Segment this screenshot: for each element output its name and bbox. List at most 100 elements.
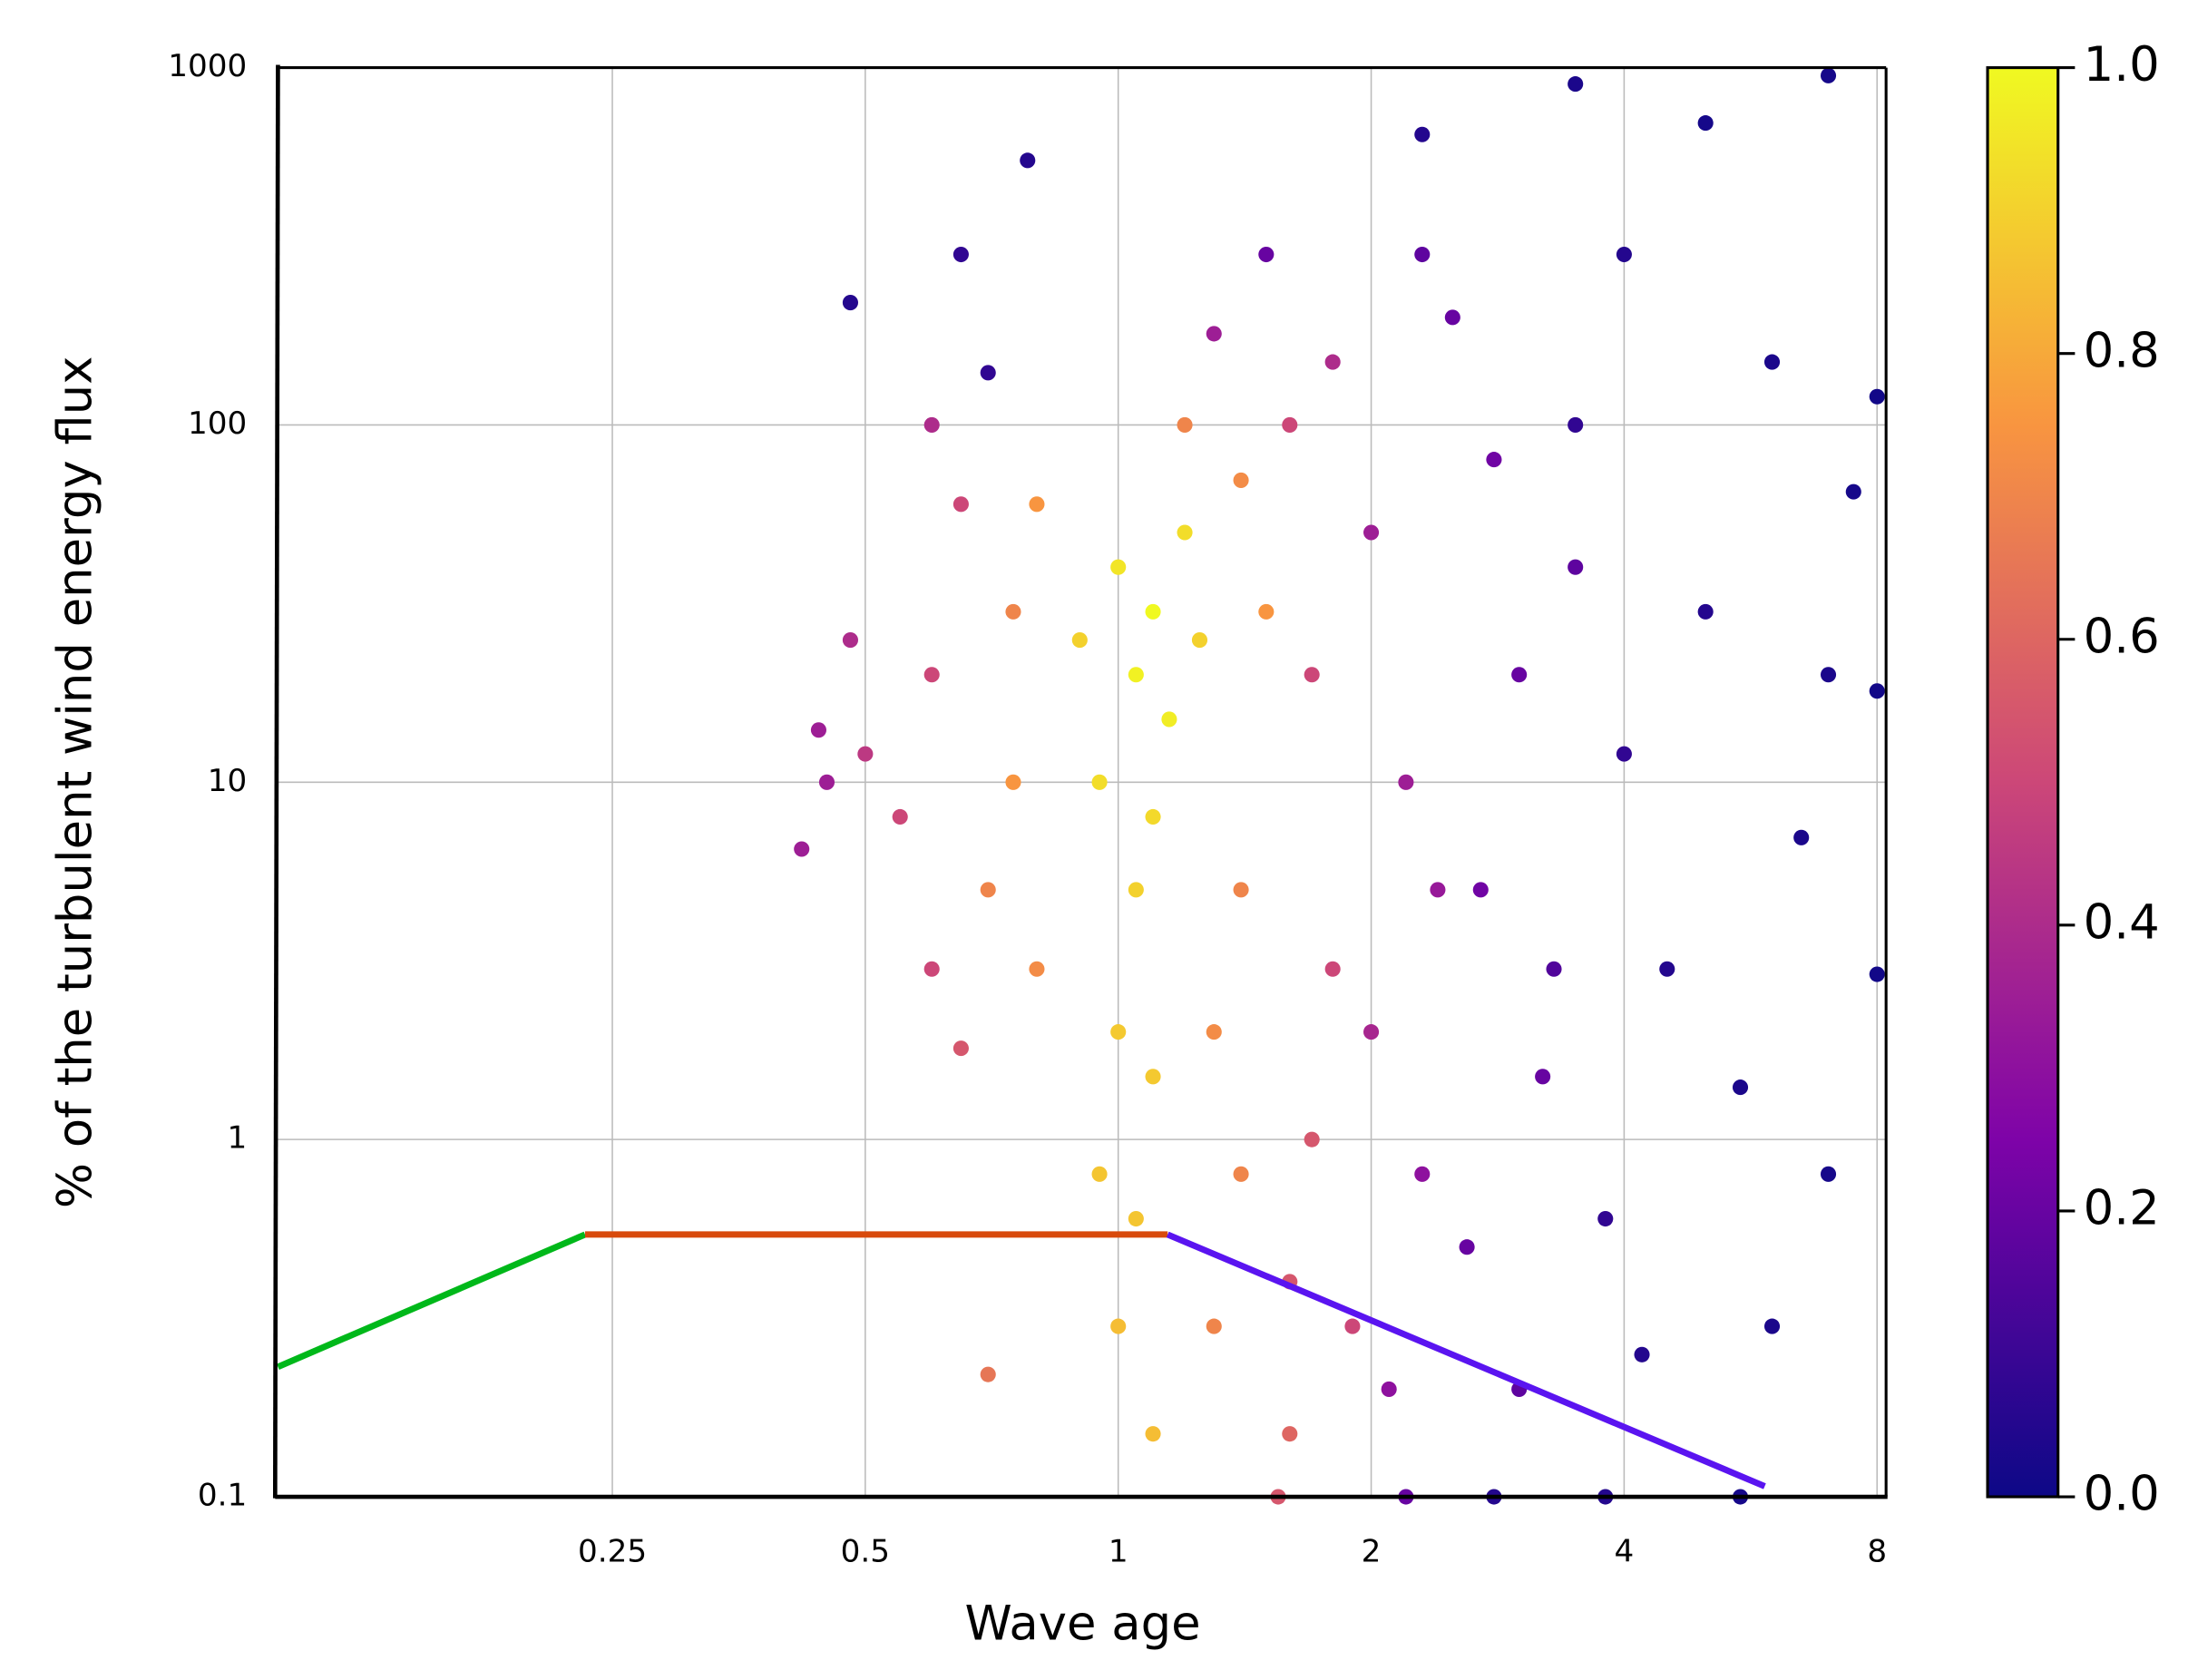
scatter-point bbox=[818, 774, 835, 790]
scatter-point bbox=[1414, 246, 1431, 263]
scatter-point bbox=[1282, 416, 1298, 433]
scatter-point bbox=[1869, 388, 1885, 405]
scatter-point bbox=[1177, 416, 1193, 433]
scatter-point bbox=[1110, 559, 1127, 575]
scatter-point bbox=[1732, 1079, 1749, 1096]
scatter-point bbox=[1110, 1318, 1127, 1334]
scatter-point bbox=[1110, 1024, 1127, 1040]
scatter-point bbox=[1535, 1069, 1551, 1085]
colorbar-tick-label: 0.8 bbox=[2084, 323, 2160, 378]
scatter-point bbox=[1414, 1166, 1431, 1182]
scatter-point bbox=[1568, 76, 1584, 93]
scatter-point bbox=[1763, 354, 1781, 370]
scatter-point bbox=[1793, 829, 1810, 845]
scatter-point bbox=[1233, 1166, 1249, 1182]
scatter-point bbox=[1304, 1131, 1320, 1148]
scatter-point bbox=[1820, 67, 1837, 83]
scatter-point bbox=[1845, 483, 1861, 500]
reference-line bbox=[1166, 1231, 1766, 1490]
y-tick-label: 100 bbox=[188, 405, 247, 442]
scatter-point bbox=[1258, 603, 1275, 620]
scatter-point bbox=[1697, 115, 1714, 132]
scatter-point bbox=[1414, 126, 1431, 142]
colorbar-tick-label: 0.4 bbox=[2084, 894, 2160, 950]
y-tick-label: 1 bbox=[227, 1120, 247, 1157]
scatter-point bbox=[842, 632, 858, 649]
scatter-point bbox=[1091, 1166, 1108, 1182]
scatter-point bbox=[1616, 746, 1632, 762]
scatter-point bbox=[1820, 1166, 1837, 1182]
scatter-point bbox=[952, 246, 969, 263]
scatter-point bbox=[1145, 603, 1161, 620]
scatter-point bbox=[1128, 667, 1144, 683]
x-tick-label: 4 bbox=[1615, 1534, 1635, 1570]
scatter-point bbox=[923, 961, 940, 977]
y-tick-label: 10 bbox=[208, 763, 247, 799]
scatter-point bbox=[1820, 667, 1837, 683]
scatter-point bbox=[1472, 882, 1489, 898]
scatter-point bbox=[1145, 1069, 1161, 1085]
scatter-point bbox=[892, 808, 908, 825]
colorbar bbox=[1986, 66, 2060, 1499]
x-axis-label: Wave age bbox=[965, 1597, 1201, 1652]
scatter-point bbox=[1145, 808, 1161, 825]
x-tick-label: 2 bbox=[1362, 1534, 1382, 1570]
y-tick-label: 1000 bbox=[168, 48, 247, 84]
scatter-point bbox=[1568, 416, 1584, 433]
scatter-point bbox=[1430, 882, 1446, 898]
scatter-point bbox=[1381, 1381, 1397, 1398]
scatter-point bbox=[952, 1040, 969, 1057]
scatter-point bbox=[1258, 246, 1275, 263]
scatter-point bbox=[1398, 774, 1414, 790]
scatter-point bbox=[1005, 774, 1021, 790]
scatter-point bbox=[1206, 326, 1222, 342]
scatter-point bbox=[1697, 603, 1714, 620]
scatter-point bbox=[1597, 1210, 1614, 1227]
axes bbox=[272, 64, 1888, 1499]
scatter-point bbox=[1161, 711, 1177, 728]
scatter-point bbox=[1363, 1024, 1380, 1040]
scatter-point bbox=[1546, 961, 1562, 977]
scatter-point bbox=[810, 722, 826, 738]
axis-left bbox=[272, 64, 280, 1499]
scatter-point bbox=[923, 416, 940, 433]
grid bbox=[278, 66, 1887, 1498]
scatter-point bbox=[1128, 1210, 1144, 1227]
colorbar-tick-label: 1.0 bbox=[2084, 37, 2160, 93]
scatter-point bbox=[1206, 1318, 1222, 1334]
scatter-point bbox=[1029, 496, 1045, 513]
scatter-point bbox=[1869, 683, 1885, 699]
scatter-point bbox=[1128, 882, 1144, 898]
scatter-point bbox=[1568, 559, 1584, 575]
scatter-point bbox=[1304, 667, 1320, 683]
scatter-point bbox=[980, 365, 996, 381]
x-tick-label: 8 bbox=[1867, 1534, 1887, 1570]
scatter-point bbox=[1233, 882, 1249, 898]
colorbar-tick-label: 0.6 bbox=[2084, 609, 2160, 664]
scatter-point bbox=[1029, 961, 1045, 977]
scatter-point bbox=[1282, 1426, 1298, 1442]
scatter-point bbox=[857, 746, 874, 762]
scatter-point bbox=[842, 295, 858, 311]
scatter-point bbox=[1145, 1426, 1161, 1442]
scatter-point bbox=[1363, 524, 1380, 541]
scatter-point bbox=[1005, 603, 1021, 620]
scatter-point bbox=[952, 496, 969, 513]
scatter-point bbox=[1616, 246, 1632, 263]
colorbar-tick-label: 0.2 bbox=[2084, 1181, 2160, 1236]
lines bbox=[277, 1231, 1766, 1490]
scatter-point bbox=[1020, 152, 1036, 169]
scatter-point bbox=[1459, 1239, 1475, 1255]
scatter-point bbox=[1091, 774, 1108, 790]
colorbar-ticks: 0.0 0.2 0.4 0.6 0.8 1.0 bbox=[2057, 37, 2160, 1522]
scatter-point bbox=[1344, 1318, 1361, 1334]
scatter-point bbox=[980, 1366, 996, 1382]
scatter-point bbox=[1324, 961, 1341, 977]
scatter-point bbox=[1511, 667, 1528, 683]
scatter-point bbox=[1659, 961, 1675, 977]
y-axis-label: % of the turbulent wind energy flux bbox=[47, 357, 103, 1209]
scatter-point bbox=[1071, 632, 1088, 649]
scatter-point bbox=[1634, 1346, 1650, 1363]
